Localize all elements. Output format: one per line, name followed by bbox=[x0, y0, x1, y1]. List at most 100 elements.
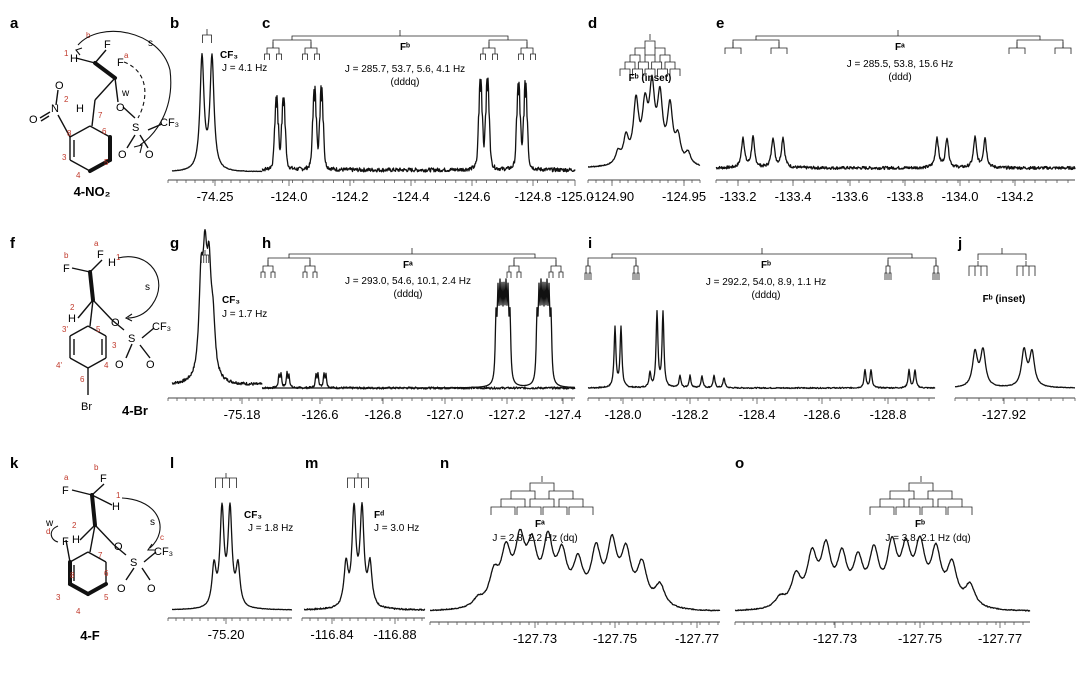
arrowhead bbox=[133, 144, 143, 154]
atom-H: H bbox=[70, 53, 78, 65]
compound-label: 4-F bbox=[80, 628, 100, 643]
atom-number: 4 bbox=[76, 607, 81, 616]
spectrum-panel-i: i Fᵇ J = 292.2, 54.0, 8.9, 1.1 Hz (dddq) -12… bbox=[584, 235, 940, 422]
ring-bond bbox=[87, 551, 107, 563]
tick-label: -116.88 bbox=[373, 627, 416, 642]
sub-tree bbox=[302, 42, 320, 60]
tree-branch bbox=[480, 53, 486, 60]
spectrum-panel-d: d Fᵇ (inset) -124.90 -124.95 bbox=[587, 15, 706, 204]
tick-label: -124.6 bbox=[454, 189, 491, 204]
arrowhead bbox=[124, 313, 133, 322]
panel-label-o: o bbox=[735, 455, 744, 472]
tree-branch bbox=[636, 272, 640, 280]
bond-bold bbox=[90, 493, 97, 527]
splitting-tree bbox=[347, 473, 369, 488]
compound-label: 4-Br bbox=[122, 403, 148, 418]
multiplet-title: CF₃ bbox=[220, 50, 238, 61]
tree-branch bbox=[548, 271, 554, 278]
bond-bold bbox=[93, 61, 117, 80]
coupling-constants: J = 292.2, 54.0, 8.9, 1.1 Hz bbox=[706, 277, 826, 288]
tick-label: -127.77 bbox=[675, 631, 719, 646]
ring-bond bbox=[69, 325, 89, 337]
tree-branch bbox=[1016, 265, 1036, 276]
tree-branch bbox=[500, 498, 526, 507]
coupling-label-s: s bbox=[150, 517, 155, 528]
bond-line bbox=[71, 267, 91, 273]
atom-number: 4 bbox=[104, 361, 109, 370]
tree-branch bbox=[550, 265, 562, 272]
tree-branch bbox=[1016, 39, 1064, 48]
bond-line bbox=[91, 483, 105, 496]
ppm-axis: -127.73 -127.75 -127.77 bbox=[734, 621, 1030, 646]
sub-tree bbox=[518, 42, 536, 60]
coupling-constants: J = 293.0, 54.6, 10.1, 2.4 Hz bbox=[345, 276, 471, 287]
ppm-axis: -124.0 -124.2 -124.4 -124.6 -124.8 -125.0 bbox=[261, 179, 593, 204]
atom-H: H bbox=[112, 501, 120, 513]
ppm-axis: -124.90 -124.95 bbox=[587, 179, 706, 204]
atom-number: 1 bbox=[116, 491, 121, 500]
splitting-tree bbox=[202, 29, 212, 43]
tree-branch bbox=[302, 53, 308, 60]
bond-line bbox=[94, 77, 116, 101]
ppm-axis: -75.18 bbox=[167, 397, 262, 422]
tree-branch bbox=[304, 265, 316, 272]
sub-tree bbox=[584, 260, 592, 280]
tick-label: -116.84 bbox=[310, 627, 353, 642]
nmr-spectra-panels: b CF₃ J = 4.1 Hz -74.25 c Fᵇ J = 285.7, 53.7, … bbox=[167, 15, 1076, 646]
bond-line bbox=[139, 344, 151, 359]
atom-O: O bbox=[115, 359, 124, 371]
atom-number: 8 bbox=[67, 129, 72, 138]
atom-number: 6 bbox=[80, 375, 85, 384]
tree-branch bbox=[260, 271, 266, 278]
atom-number: a bbox=[64, 473, 69, 482]
tick-label: -124.4 bbox=[393, 189, 430, 204]
tree-branch bbox=[937, 498, 963, 507]
panel-label-c: c bbox=[262, 15, 270, 32]
tick-label: -127.73 bbox=[813, 631, 857, 646]
panel-label-d: d bbox=[588, 15, 597, 32]
tree-branch bbox=[908, 498, 934, 507]
tree-branch bbox=[611, 253, 913, 258]
sub-tree bbox=[302, 260, 318, 278]
atom-number: 3 bbox=[112, 341, 117, 350]
coupling-constants: J = 285.7, 53.7, 5.6, 4.1 Hz bbox=[345, 64, 465, 75]
atom-CF3: CF₃ bbox=[154, 546, 173, 558]
tick-label: -124.90 bbox=[590, 189, 634, 204]
atom-O: O bbox=[55, 80, 64, 92]
tree-branch bbox=[262, 265, 274, 272]
tick-label: -134.0 bbox=[942, 189, 979, 204]
tick-label: -127.75 bbox=[593, 631, 637, 646]
tree-branch bbox=[889, 490, 915, 499]
bond-line bbox=[141, 327, 155, 339]
tree-branch bbox=[732, 39, 780, 48]
atom-number: 8 bbox=[70, 571, 75, 580]
atom-number: 2 bbox=[72, 521, 77, 530]
tree-branch bbox=[887, 257, 937, 266]
bond-line bbox=[91, 99, 96, 127]
compound-label: 4-NO₂ bbox=[74, 184, 111, 199]
tick-label: -128.8 bbox=[870, 407, 907, 422]
ring-bond bbox=[69, 551, 89, 563]
tree-branch bbox=[644, 68, 656, 76]
tree-branch bbox=[304, 47, 318, 54]
ppm-axis: -133.2 -133.4 -133.6 -133.8 -134.0 -134.2 bbox=[715, 179, 1075, 204]
bond-line bbox=[89, 299, 94, 327]
tree-branch bbox=[347, 477, 369, 488]
sub-tree bbox=[1054, 42, 1072, 54]
spectrum-trace bbox=[954, 347, 1076, 389]
bond-line bbox=[79, 524, 96, 541]
arrowhead bbox=[75, 47, 83, 56]
tick-label: -74.25 bbox=[197, 189, 234, 204]
tree-branch bbox=[755, 35, 1041, 40]
coupling-constants: J = 1.7 Hz bbox=[222, 309, 267, 320]
tree-branch bbox=[644, 54, 656, 62]
ppm-axis: -128.0 -128.2 -128.4 -128.6 -128.8 bbox=[587, 397, 935, 422]
panel-label-b: b bbox=[170, 15, 179, 32]
tree-branch bbox=[968, 265, 988, 276]
tree-branch bbox=[568, 506, 594, 515]
tree-branch bbox=[516, 506, 542, 515]
